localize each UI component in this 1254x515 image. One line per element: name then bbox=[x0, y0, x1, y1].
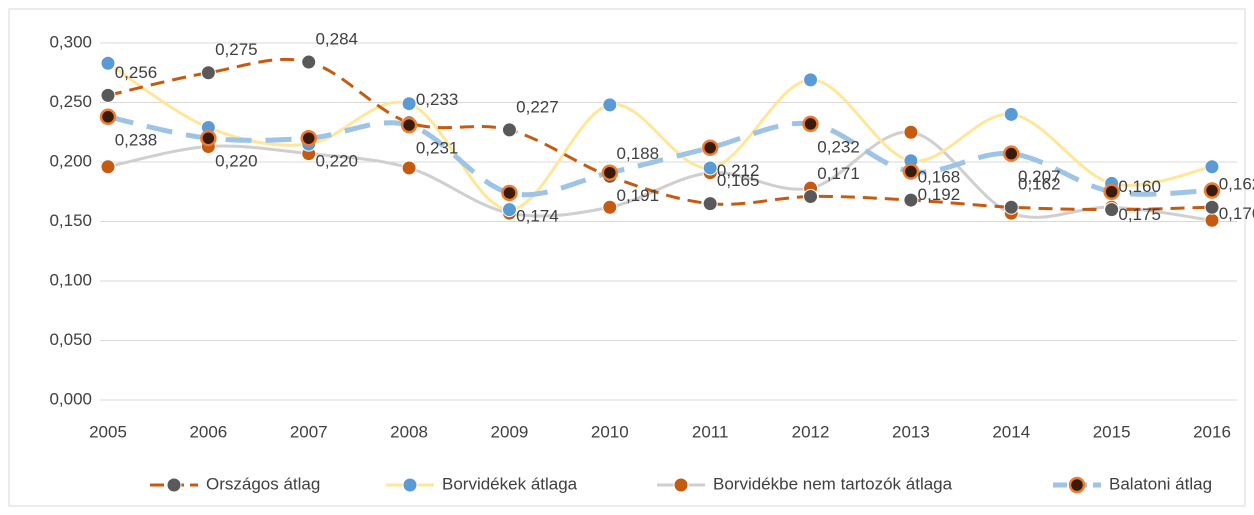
data-label: 0,275 bbox=[215, 40, 258, 59]
data-label: 0,171 bbox=[817, 164, 860, 183]
series-marker bbox=[1003, 106, 1019, 122]
y-tick-label: 0,000 bbox=[49, 389, 92, 408]
series-marker bbox=[701, 139, 719, 156]
legend-marker bbox=[166, 477, 182, 493]
data-label: 0,176 bbox=[1219, 204, 1254, 223]
series-marker bbox=[400, 116, 418, 134]
series-marker bbox=[803, 72, 819, 88]
y-tick-label: 0,100 bbox=[49, 270, 92, 289]
series-marker bbox=[601, 164, 619, 181]
x-tick-label: 2010 bbox=[591, 422, 629, 441]
legend-marker bbox=[402, 477, 418, 493]
x-tick-label: 2015 bbox=[1093, 422, 1131, 441]
x-tick-label: 2008 bbox=[390, 422, 428, 441]
series-line bbox=[107, 130, 1213, 222]
data-label: 0,175 bbox=[1118, 205, 1161, 224]
data-label: 0,227 bbox=[516, 97, 559, 116]
x-tick-label: 2013 bbox=[892, 422, 930, 441]
legend-label: Balatoni átlag bbox=[1109, 474, 1212, 493]
x-tick-label: 2006 bbox=[189, 422, 227, 441]
series-marker bbox=[200, 65, 216, 81]
legend-label: Országos átlag bbox=[206, 474, 320, 493]
data-label: 0,220 bbox=[315, 152, 358, 171]
x-tick-label: 2005 bbox=[89, 422, 127, 441]
data-label: 0,212 bbox=[717, 161, 760, 180]
series-marker bbox=[902, 163, 920, 180]
series-marker bbox=[1003, 199, 1019, 215]
data-label: 0,231 bbox=[416, 139, 459, 158]
series-marker bbox=[401, 160, 417, 176]
legend-label: Borvidékek átlaga bbox=[442, 474, 578, 493]
legend-label: Borvidékbe nem tartozók átlaga bbox=[713, 474, 953, 493]
series-marker bbox=[100, 87, 116, 103]
series-marker bbox=[903, 192, 919, 208]
y-tick-label: 0,300 bbox=[49, 32, 92, 51]
series-marker bbox=[602, 97, 618, 113]
data-label: 0,160 bbox=[1118, 177, 1161, 196]
series-marker bbox=[1003, 145, 1020, 162]
chart-frame bbox=[8, 8, 1246, 507]
legend-marker bbox=[1068, 476, 1086, 494]
series-marker bbox=[501, 122, 517, 138]
series-marker bbox=[100, 159, 116, 175]
series-line bbox=[107, 57, 1213, 212]
data-label: 0,162 bbox=[1219, 175, 1254, 194]
x-tick-label: 2012 bbox=[792, 422, 830, 441]
series-marker bbox=[1204, 199, 1220, 215]
series-marker bbox=[501, 202, 517, 218]
series-marker bbox=[1204, 212, 1220, 228]
series-marker bbox=[100, 55, 116, 71]
series-marker bbox=[1104, 202, 1120, 218]
data-label: 0,284 bbox=[315, 30, 358, 49]
series-marker bbox=[1203, 182, 1221, 199]
series-marker bbox=[602, 199, 618, 215]
y-tick-label: 0,150 bbox=[49, 211, 92, 230]
series-marker bbox=[99, 108, 117, 126]
x-tick-label: 2007 bbox=[290, 422, 328, 441]
series-marker bbox=[300, 129, 317, 147]
data-label: 0,162 bbox=[1018, 175, 1061, 194]
series-line bbox=[107, 114, 1213, 198]
data-label: 0,256 bbox=[115, 63, 158, 82]
series-marker bbox=[702, 160, 718, 176]
data-label: 0,168 bbox=[918, 168, 961, 187]
data-label: 0,165 bbox=[717, 171, 760, 190]
data-label: 0,192 bbox=[918, 185, 961, 204]
series-marker bbox=[803, 189, 819, 205]
legend-marker bbox=[673, 477, 689, 493]
x-tick-label: 2011 bbox=[692, 422, 729, 441]
x-tick-label: 2009 bbox=[491, 422, 529, 441]
series-marker bbox=[401, 96, 417, 112]
series-marker bbox=[802, 115, 819, 133]
data-label: 0,188 bbox=[617, 144, 660, 163]
data-label: 0,207 bbox=[1018, 167, 1061, 186]
data-label: 0,238 bbox=[115, 130, 158, 149]
series-marker bbox=[1103, 183, 1120, 200]
y-tick-label: 0,050 bbox=[49, 330, 92, 349]
series-marker bbox=[200, 129, 217, 147]
series-marker bbox=[301, 54, 317, 70]
data-label: 0,233 bbox=[416, 90, 459, 109]
data-label: 0,232 bbox=[817, 137, 860, 156]
series-marker bbox=[903, 124, 919, 140]
x-tick-label: 2016 bbox=[1193, 422, 1231, 441]
data-label: 0,191 bbox=[617, 186, 660, 205]
y-tick-label: 0,200 bbox=[49, 151, 92, 170]
series-marker bbox=[501, 184, 518, 202]
data-label: 0,220 bbox=[215, 152, 258, 171]
series-marker bbox=[702, 196, 718, 212]
y-tick-label: 0,250 bbox=[49, 92, 92, 111]
data-label: 0,174 bbox=[516, 206, 559, 225]
series-marker bbox=[1204, 159, 1220, 175]
x-tick-label: 2014 bbox=[992, 422, 1030, 441]
